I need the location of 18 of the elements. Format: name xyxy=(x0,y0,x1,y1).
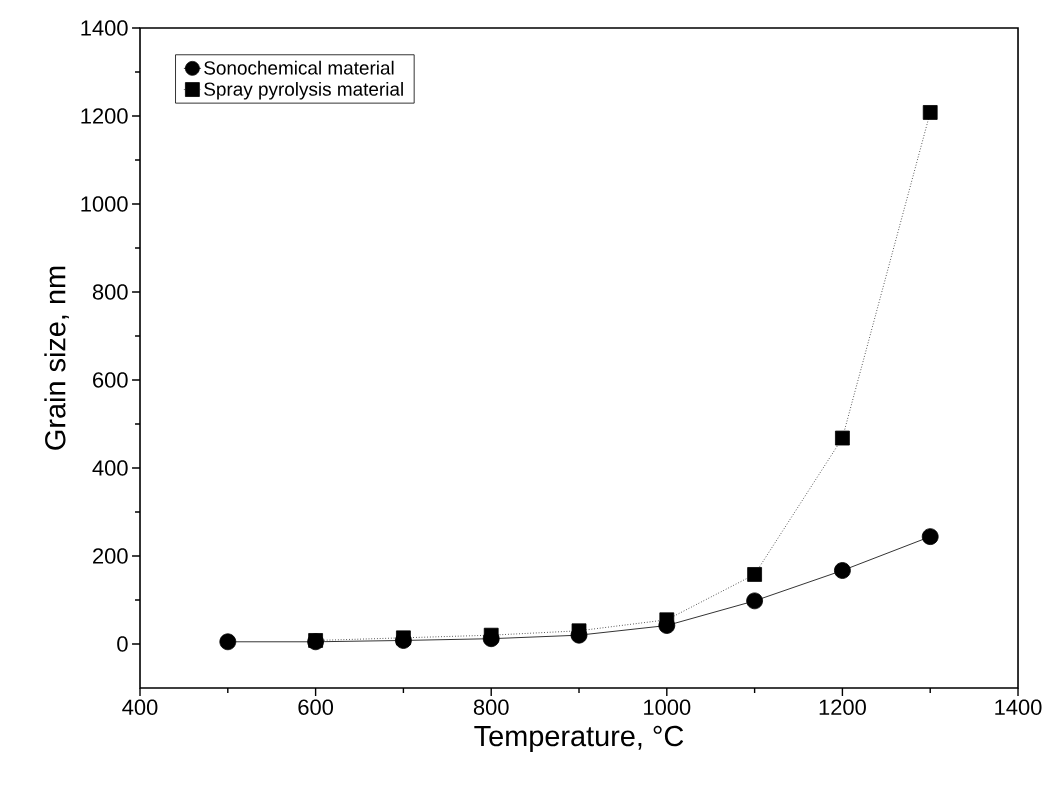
x-tick-label: 400 xyxy=(122,699,158,715)
x-tick-label: 600 xyxy=(298,699,334,715)
x-tick-label: 1400 xyxy=(995,699,1042,715)
y-axis-title: Grain size, nm xyxy=(44,266,69,450)
y-tick-label: 0 xyxy=(117,636,128,652)
x-tick-label: 1200 xyxy=(819,699,866,715)
y-tick-label: 1400 xyxy=(81,20,128,36)
y-tick-label: 1000 xyxy=(81,196,128,212)
y-tick-label: 800 xyxy=(92,284,128,300)
y-tick-label: 400 xyxy=(92,460,128,476)
x-tick-label: 800 xyxy=(473,699,509,715)
legend-label: Sonochemical material xyxy=(204,60,394,75)
y-tick-label: 200 xyxy=(93,548,128,564)
y-tick-label: 600 xyxy=(93,372,128,388)
x-axis-title: Temperature, °C xyxy=(474,725,684,752)
x-tick-label: 1000 xyxy=(644,699,691,715)
y-tick-label: 1200 xyxy=(81,108,128,124)
legend-label: Spray pyrolysis material xyxy=(204,81,403,100)
